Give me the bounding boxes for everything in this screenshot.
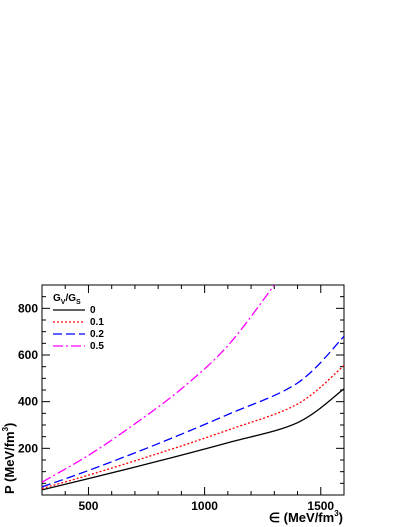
legend: GV/GS 00.10.20.5 bbox=[53, 293, 104, 352]
legend-label: 0 bbox=[90, 305, 96, 316]
x-axis-title: ∈ (MeV/fm3) bbox=[269, 509, 343, 525]
y-tick-label: 600 bbox=[18, 348, 38, 362]
series-lines bbox=[42, 285, 344, 491]
tick-labels: 500 1000 1500 200 400 600 800 bbox=[18, 301, 334, 513]
x-tick-label: 1500 bbox=[307, 499, 334, 513]
legend-label: 0.5 bbox=[90, 341, 104, 352]
y-tick-label: 800 bbox=[18, 301, 38, 315]
y-tick-label: 400 bbox=[18, 395, 38, 409]
y-tick-label: 200 bbox=[18, 441, 38, 455]
legend-items: 00.10.20.5 bbox=[53, 305, 104, 352]
legend-label: 0.2 bbox=[90, 329, 104, 340]
series-line-0-5 bbox=[42, 285, 275, 483]
x-tick-label: 500 bbox=[78, 499, 98, 513]
series-line-0-2 bbox=[42, 335, 344, 488]
x-tick-label: 1000 bbox=[191, 499, 218, 513]
y-axis-title: P (MeV/fm3) bbox=[1, 423, 17, 494]
series-line-0-1 bbox=[42, 364, 344, 490]
axis-ticks bbox=[41, 285, 345, 495]
series-line-0 bbox=[42, 388, 344, 491]
plot-frame bbox=[41, 284, 345, 496]
legend-title: GV/GS bbox=[53, 293, 81, 306]
legend-label: 0.1 bbox=[90, 317, 104, 328]
